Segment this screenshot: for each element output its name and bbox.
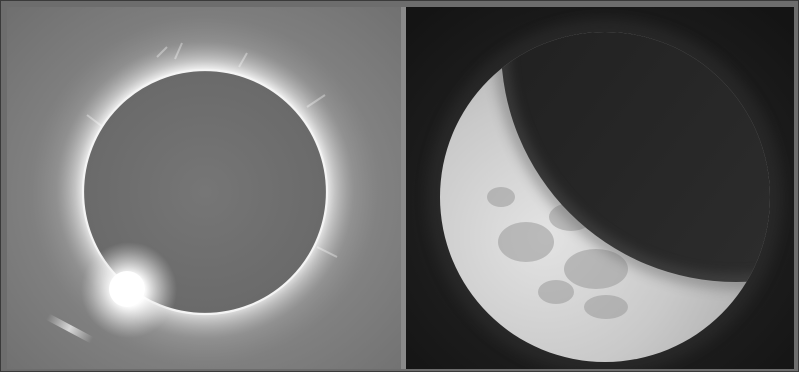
lunar-eclipse-panel (406, 7, 794, 369)
chromosphere-rim (81, 68, 329, 316)
lens-flare-streak (46, 313, 94, 344)
panel-divider (401, 7, 406, 369)
solar-eclipse-panel (7, 7, 401, 369)
solar-eclipse-image (7, 7, 401, 369)
corona-streamers (86, 42, 338, 258)
lunar-eclipse-image (406, 7, 794, 369)
diamond-ring-core (109, 271, 145, 307)
